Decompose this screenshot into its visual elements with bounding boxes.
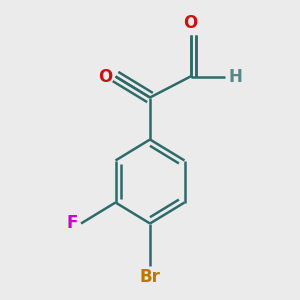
Text: Br: Br — [140, 268, 160, 286]
Text: O: O — [183, 14, 198, 32]
Text: F: F — [67, 214, 78, 232]
Text: O: O — [98, 68, 112, 85]
Text: H: H — [228, 68, 242, 85]
